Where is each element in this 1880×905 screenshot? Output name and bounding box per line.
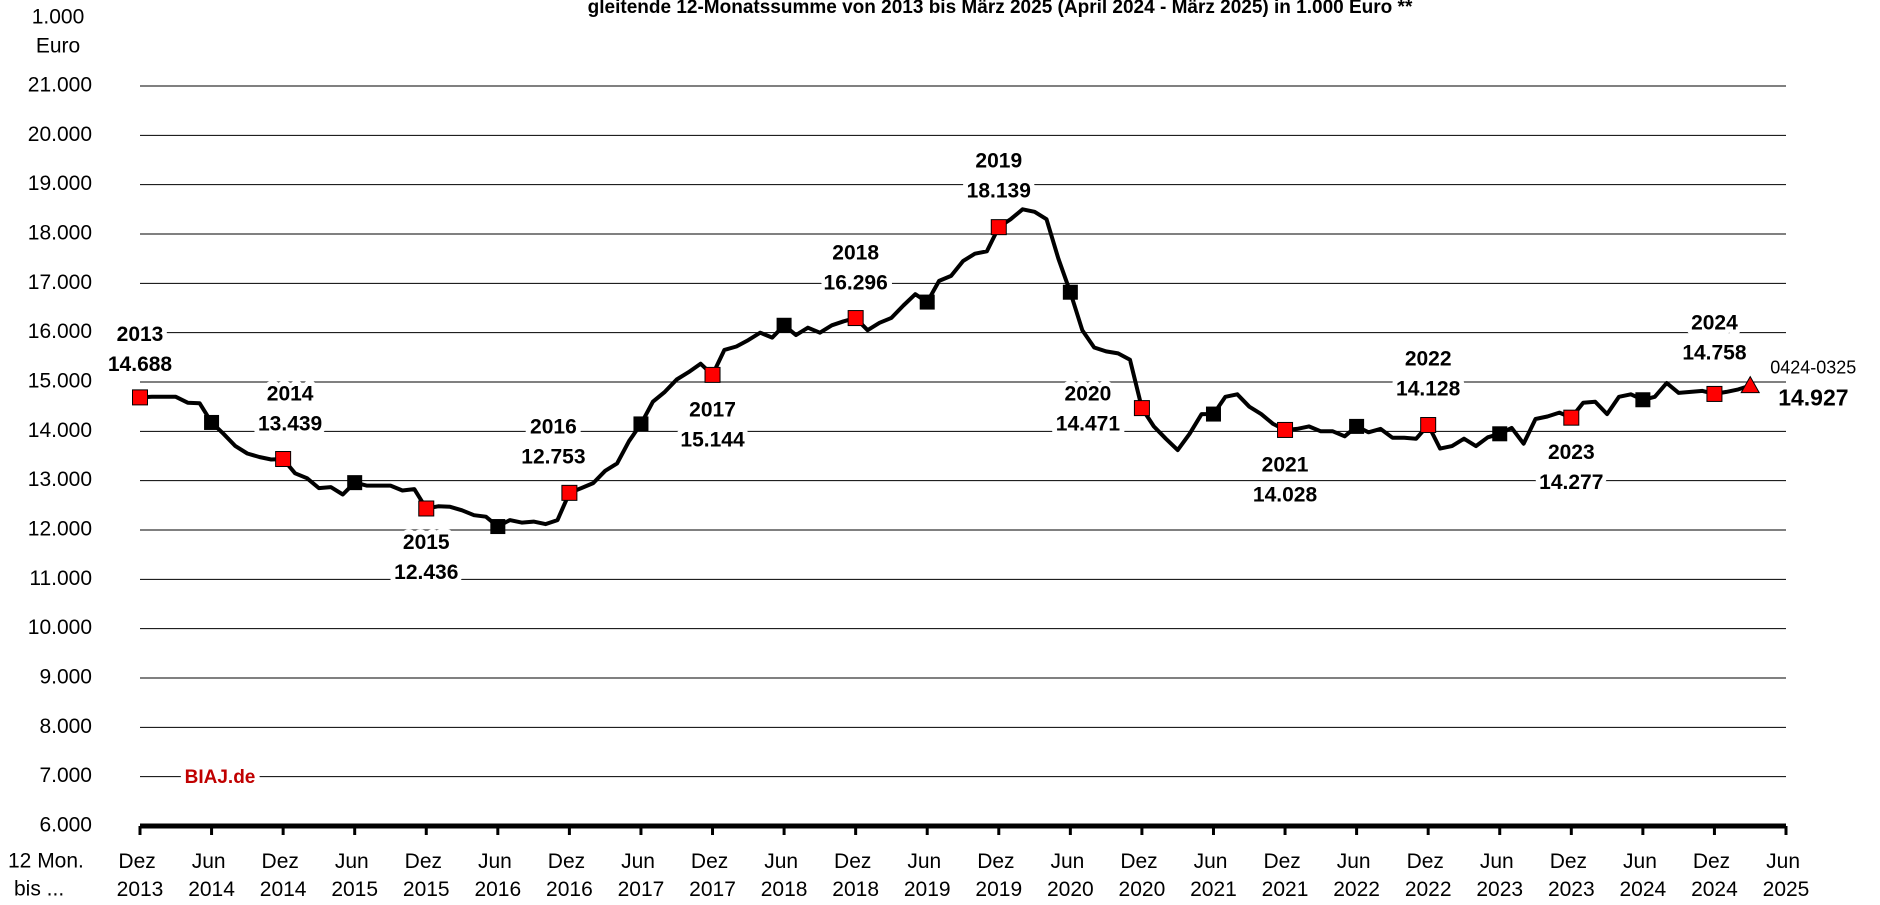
value-label: 18.139 (967, 180, 1031, 203)
value-label: 15.144 (680, 428, 745, 451)
marker-dec (990, 219, 1007, 236)
y-tick-label: 19.000 (28, 172, 92, 195)
marker-jun (204, 414, 220, 430)
y-tick-label: 20.000 (28, 123, 92, 146)
x-tick-label: Jun 2021 (1190, 850, 1237, 901)
x-tick-label: Jun 2020 (1047, 850, 1094, 901)
x-tick-label: Jun 2017 (618, 850, 665, 901)
x-tick-label: Jun 2015 (331, 850, 378, 901)
marker-dec (704, 366, 721, 383)
marker-dec (1133, 400, 1150, 417)
year-label: 2017 (689, 398, 736, 421)
y-tick-label: 11.000 (29, 567, 92, 590)
y-tick-label: 21.000 (28, 74, 92, 97)
x-tick-label: Jun 2018 (761, 850, 808, 901)
marker-dec (1563, 409, 1580, 426)
marker-jun (347, 475, 363, 491)
chart-title: gleitende 12-Monatssumme von 2013 bis Mä… (588, 0, 1413, 18)
marker-jun (1205, 406, 1221, 422)
year-label: 2021 (1262, 453, 1309, 476)
value-label: 14.128 (1396, 378, 1461, 401)
x-tick-label: Dez 2024 (1691, 850, 1738, 901)
x-corner-label: 12 Mon. (8, 850, 84, 873)
x-tick-label: Dez 2018 (832, 850, 879, 901)
marker-jun (1492, 426, 1508, 442)
marker-jun (1349, 418, 1365, 434)
period-label: 0424-0325 (1770, 357, 1856, 377)
y-unit: Euro (36, 35, 80, 58)
x-tick-label: Dez 2014 (260, 850, 307, 901)
year-label: 2024 (1691, 311, 1738, 334)
x-tick-label: Dez 2022 (1405, 850, 1452, 901)
value-label: 16.296 (824, 272, 888, 295)
y-tick-label: 18.000 (28, 222, 92, 245)
y-unit: 1.000 (32, 6, 85, 29)
year-label: 2020 (1065, 383, 1112, 406)
y-tick-label: 9.000 (39, 666, 92, 689)
value-label: 14.471 (1056, 413, 1121, 436)
marker-dec (1706, 385, 1723, 402)
x-tick-label: Jun 2023 (1476, 850, 1523, 901)
x-tick-label: Dez 2021 (1262, 850, 1309, 901)
y-tick-label: 17.000 (28, 271, 92, 294)
x-tick-label: Dez 2019 (975, 850, 1022, 901)
x-tick-label: Dez 2016 (546, 850, 593, 901)
y-tick-label: 8.000 (39, 715, 92, 738)
value-label: 14.688 (108, 353, 173, 376)
marker-dec (418, 500, 435, 517)
marker-jun (490, 519, 506, 535)
y-tick-label: 13.000 (28, 468, 92, 491)
marker-jun (1635, 392, 1651, 408)
x-tick-label: Dez 2023 (1548, 850, 1595, 901)
year-label: 2016 (530, 415, 577, 438)
y-tick-label: 15.000 (28, 370, 92, 393)
x-tick-label: Jun 2024 (1620, 850, 1667, 901)
x-tick-label: Dez 2020 (1119, 850, 1166, 901)
value-label: 14.927 (1778, 385, 1848, 411)
marker-dec (1277, 421, 1294, 438)
year-label: 2023 (1548, 441, 1595, 464)
y-tick-label: 14.000 (28, 419, 92, 442)
marker-jun (919, 294, 935, 310)
y-tick-label: 12.000 (28, 518, 92, 541)
year-label: 2013 (117, 323, 164, 346)
value-label: 12.436 (394, 561, 458, 584)
source-label: BIAJ.de (185, 767, 256, 788)
x-tick-label: Jun 2019 (904, 850, 951, 901)
year-label: 2014 (267, 383, 314, 406)
year-label: 2018 (832, 242, 879, 265)
value-label: 14.277 (1539, 471, 1603, 494)
y-tick-label: 16.000 (28, 320, 92, 343)
value-label: 14.758 (1682, 341, 1747, 364)
marker-triangle (1740, 375, 1761, 394)
x-tick-label: Jun 2022 (1333, 850, 1380, 901)
marker-dec (561, 484, 578, 501)
year-label: 2015 (403, 531, 450, 554)
x-tick-label: Jun 2014 (188, 850, 235, 901)
value-label: 12.753 (521, 445, 585, 468)
marker-dec (275, 451, 292, 468)
x-tick-label: Jun 2016 (474, 850, 521, 901)
y-tick-label: 6.000 (39, 814, 92, 837)
marker-jun (1062, 284, 1078, 300)
x-tick-label: Dez 2013 (117, 850, 164, 901)
marker-jun (633, 416, 649, 432)
marker-dec (1420, 417, 1437, 434)
x-tick-label: Dez 2015 (403, 850, 450, 901)
x-tick-label: Dez 2017 (689, 850, 736, 901)
marker-jun (776, 317, 792, 333)
y-tick-label: 10.000 (28, 616, 92, 639)
value-label: 14.028 (1253, 483, 1318, 506)
x-corner-label: bis ... (14, 878, 64, 901)
data-line (139, 207, 1751, 529)
marker-dec (847, 310, 864, 327)
year-label: 2022 (1405, 348, 1452, 371)
y-tick-label: 7.000 (39, 764, 92, 787)
x-tick-label: Jun 2025 (1763, 850, 1810, 901)
value-label: 13.439 (258, 413, 322, 436)
marker-dec (132, 389, 148, 406)
year-label: 2019 (975, 150, 1022, 173)
